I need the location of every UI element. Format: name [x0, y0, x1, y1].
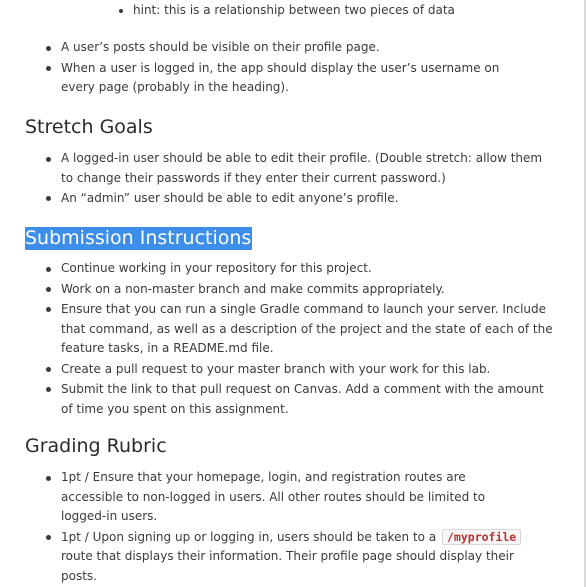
list-item: An “admin” user should be able to edit a… — [0, 188, 556, 209]
requirements-list: A user’s posts should be visible on thei… — [0, 38, 584, 98]
submission-list: Continue working in your repository for … — [0, 259, 584, 419]
list-item: 1pt / Ensure that your homepage, login, … — [0, 468, 531, 527]
list-item: When a user is logged in, the app should… — [0, 58, 531, 98]
list-item: Continue working in your repository for … — [0, 259, 556, 279]
list-item: Ensure that you can run a single Gradle … — [0, 299, 556, 359]
rubric-list: 1pt / Ensure that your homepage, login, … — [0, 468, 584, 587]
hint-item: hint: this is a relationship between two… — [0, 1, 553, 21]
list-item: Create a pull request to your master bra… — [0, 359, 556, 380]
list-item: Work on a non-master branch and make com… — [0, 279, 556, 300]
list-item: 1pt / Upon signing up or logging in, use… — [0, 527, 546, 587]
submission-instructions-heading: Submission Instructions — [25, 227, 253, 250]
list-item: A user’s posts should be visible on thei… — [0, 38, 531, 58]
route-code: /myprofile — [442, 528, 522, 545]
stretch-goals-heading: Stretch Goals — [25, 116, 153, 138]
stretch-goals-list: A logged-in user should be able to edit … — [0, 149, 584, 209]
hint-list: hint: this is a relationship between two… — [0, 1, 584, 21]
grading-rubric-heading: Grading Rubric — [25, 435, 167, 457]
list-item: Submit the link to that pull request on … — [0, 379, 546, 419]
list-item: A logged-in user should be able to edit … — [0, 149, 556, 188]
